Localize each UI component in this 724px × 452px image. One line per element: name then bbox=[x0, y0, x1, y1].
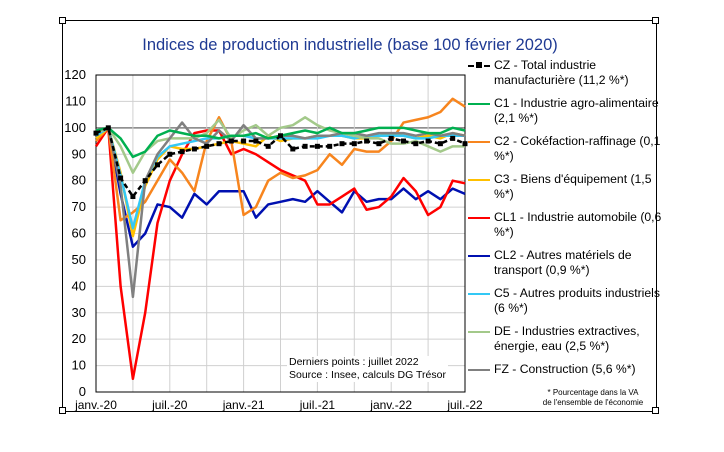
chart-title: Indices de production industrielle (base… bbox=[142, 36, 558, 54]
resize-handle[interactable] bbox=[59, 407, 66, 414]
data-point-marker bbox=[376, 141, 382, 147]
resize-handle[interactable] bbox=[652, 17, 659, 24]
y-tick-label: 10 bbox=[72, 358, 86, 373]
data-point-marker bbox=[302, 143, 308, 149]
legend-label: DE - Industries extractives, énergie, ea… bbox=[494, 324, 640, 353]
data-point-marker bbox=[228, 138, 234, 144]
legend-item: C3 - Biens d'équipement (1,5 %*) bbox=[468, 172, 662, 202]
footnote-line: * Pourcentage dans la VA bbox=[547, 388, 639, 397]
legend-item: CL1 - Industrie automobile (0,6 %*) bbox=[468, 210, 662, 240]
data-point-marker bbox=[290, 146, 296, 152]
data-point-marker bbox=[327, 143, 333, 149]
resize-handle[interactable] bbox=[59, 17, 66, 24]
y-tick-label: 70 bbox=[72, 199, 86, 214]
legend-swatch bbox=[468, 255, 490, 257]
legend-swatch bbox=[468, 369, 490, 371]
x-tick-label: juil.-21 bbox=[299, 398, 336, 412]
series-line-cl1 bbox=[94, 126, 466, 381]
data-point-marker bbox=[351, 141, 357, 147]
legend-label: C1 - Industrie agro-alimentaire (2,1 %*) bbox=[494, 96, 659, 125]
data-point-marker bbox=[142, 178, 148, 184]
y-tick-label: 90 bbox=[72, 146, 86, 161]
data-point-marker bbox=[314, 143, 320, 149]
data-point-marker bbox=[253, 138, 259, 144]
data-point-marker bbox=[191, 146, 197, 152]
plot-border bbox=[95, 74, 466, 393]
y-tick-label: 120 bbox=[64, 67, 86, 82]
legend-swatch bbox=[468, 179, 490, 181]
legend-label: C5 - Autres produits industriels (6 %*) bbox=[494, 286, 660, 315]
legend-swatch bbox=[468, 293, 490, 295]
legend-marker bbox=[476, 62, 482, 68]
data-point-marker bbox=[401, 138, 406, 144]
series-line-c2 bbox=[95, 97, 466, 222]
y-tick-label: 50 bbox=[72, 252, 86, 267]
y-tick-label: 60 bbox=[72, 226, 86, 241]
data-point-marker bbox=[155, 162, 160, 168]
x-tick-label: juil.-22 bbox=[446, 398, 483, 412]
legend-label: CL2 - Autres matériels de transport (0,9… bbox=[494, 248, 632, 277]
footnote-line: de l'ensemble de l'économie bbox=[542, 398, 644, 407]
x-tick-label: janv.-20 bbox=[74, 398, 117, 412]
legend-item: CL2 - Autres matériels de transport (0,9… bbox=[468, 248, 662, 278]
legend-swatch bbox=[468, 103, 490, 105]
data-point-marker bbox=[364, 138, 370, 144]
legend-item: CZ - Total industrie manufacturière (11,… bbox=[468, 58, 662, 88]
data-point-marker bbox=[204, 143, 210, 149]
x-tick-label: janv.-22 bbox=[369, 398, 412, 412]
legend-item: FZ - Construction (5,6 %*) bbox=[468, 362, 662, 377]
y-tick-label: 100 bbox=[64, 120, 86, 135]
legend-item: C5 - Autres produits industriels (6 %*) bbox=[468, 286, 662, 316]
y-tick-label: 40 bbox=[72, 278, 86, 293]
legend-label: CZ - Total industrie manufacturière (11,… bbox=[494, 58, 629, 87]
legend-swatch bbox=[468, 141, 490, 143]
legend: CZ - Total industrie manufacturière (11,… bbox=[468, 58, 662, 385]
data-point-marker bbox=[437, 141, 443, 147]
x-tick-label: juil.-20 bbox=[151, 398, 188, 412]
series-line-cl2 bbox=[95, 126, 466, 248]
data-point-marker bbox=[130, 194, 136, 200]
data-point-marker bbox=[450, 135, 456, 141]
data-point-marker bbox=[241, 138, 247, 144]
x-tick-label: janv.-21 bbox=[222, 398, 265, 412]
legend-swatch bbox=[468, 62, 490, 68]
resize-handle[interactable] bbox=[652, 407, 659, 414]
legend-label: FZ - Construction (5,6 %*) bbox=[494, 362, 636, 376]
data-point-marker bbox=[216, 141, 222, 147]
annotation: Derniers points : juillet 2022 Source : … bbox=[287, 356, 448, 382]
y-tick-label: 30 bbox=[72, 305, 86, 320]
y-tick-label: 80 bbox=[72, 173, 86, 188]
data-point-marker bbox=[388, 135, 394, 141]
data-point-marker bbox=[167, 151, 173, 157]
footnote: * Pourcentage dans la VA de l'ensemble d… bbox=[528, 388, 658, 408]
annotation-line: Derniers points : juillet 2022 bbox=[289, 356, 419, 368]
legend-item: C2 - Cokéfaction-raffinage (0,1 %*) bbox=[468, 134, 662, 164]
data-point-marker bbox=[413, 141, 419, 147]
data-point-marker bbox=[105, 125, 111, 131]
legend-label: CL1 - Industrie automobile (0,6 %*) bbox=[494, 210, 662, 239]
data-point-marker bbox=[339, 141, 345, 147]
legend-item: C1 - Industrie agro-alimentaire (2,1 %*) bbox=[468, 96, 662, 126]
data-point-marker bbox=[265, 143, 271, 149]
legend-label: C2 - Cokéfaction-raffinage (0,1 %*) bbox=[494, 134, 661, 163]
data-point-marker bbox=[462, 141, 468, 147]
data-point-marker bbox=[425, 138, 431, 144]
legend-swatch bbox=[468, 331, 490, 333]
data-point-marker bbox=[93, 130, 99, 136]
chart-frame bbox=[62, 20, 657, 412]
annotation-line: Source : Insee, calculs DG Trésor bbox=[289, 369, 446, 381]
data-point-marker bbox=[118, 175, 124, 181]
legend-item: DE - Industries extractives, énergie, ea… bbox=[468, 324, 662, 354]
data-point-marker bbox=[278, 133, 283, 139]
legend-label: C3 - Biens d'équipement (1,5 %*) bbox=[494, 172, 652, 201]
legend-swatch bbox=[468, 217, 490, 219]
y-tick-label: 20 bbox=[72, 331, 86, 346]
series-line-de bbox=[95, 116, 465, 174]
data-point-marker bbox=[179, 149, 185, 155]
y-tick-label: 110 bbox=[65, 93, 86, 108]
y-tick-label: 0 bbox=[79, 384, 86, 399]
